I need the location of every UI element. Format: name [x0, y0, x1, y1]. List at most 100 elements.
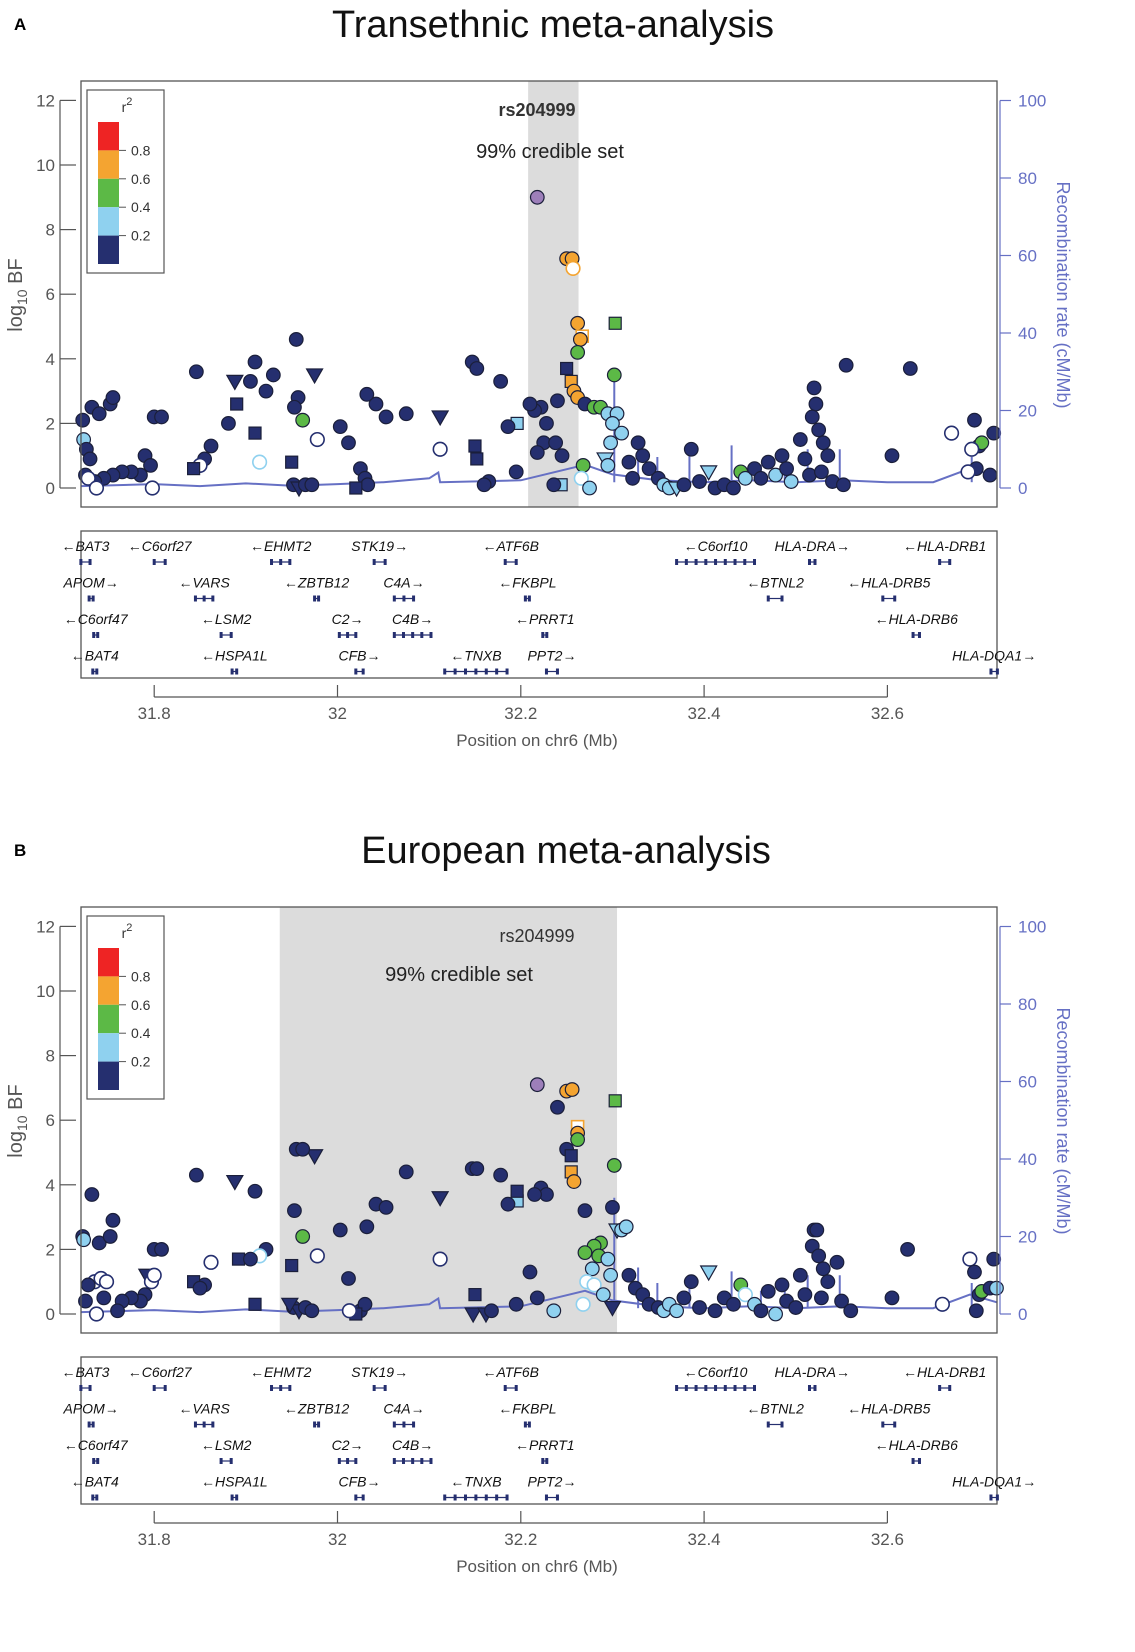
gene-label: ←C6orf10 — [684, 1364, 748, 1380]
snp-point — [614, 425, 630, 441]
gene-label: ←BTNL2 — [746, 1401, 804, 1417]
plot-frame — [80, 80, 998, 508]
gene-label: ←LSM2 — [201, 611, 252, 627]
gene-exon — [989, 668, 993, 675]
gene-name: VARS — [192, 575, 230, 591]
snp-point — [943, 425, 960, 441]
snp-point — [618, 1219, 634, 1235]
gene-label: ←FKBPL — [498, 575, 556, 591]
gene-name: HLA-DRB1 — [917, 538, 986, 554]
gene-exon — [288, 559, 292, 565]
gene-arrow-left: ← — [746, 1401, 760, 1417]
gene-exon — [541, 632, 545, 638]
gene-name: ZBTB12 — [297, 575, 350, 591]
snp-point — [582, 480, 597, 496]
gene-name: C2 — [332, 611, 350, 627]
snp-point — [570, 1132, 586, 1147]
gene-exon — [317, 595, 321, 602]
snp-point — [811, 1248, 827, 1264]
snp-point — [105, 1212, 121, 1228]
credible-set-label: 99% credible set — [385, 964, 533, 986]
snp-point — [783, 474, 799, 489]
gene-exon — [202, 1421, 206, 1428]
gene-exon — [354, 1494, 358, 1501]
snp-point — [564, 1082, 580, 1097]
snp-point — [251, 454, 268, 470]
gene-label: ←HLA-DRB1 — [903, 1364, 986, 1380]
gene-label: HLA-DRA→ — [775, 538, 850, 554]
y-tick-label: 0 — [46, 1305, 55, 1324]
legend-title: r2 — [122, 922, 133, 941]
legend-tick-label: 0.8 — [131, 142, 151, 158]
legend-tick-label: 0.6 — [131, 997, 151, 1013]
gene-exon — [230, 668, 234, 675]
gene-name: PPT2 — [527, 1474, 562, 1490]
y-tick-label: 8 — [46, 1047, 55, 1066]
panel-b: B European meta-analysis 0 2 4 6 8 10 12 log10 … — [0, 826, 1135, 1652]
gene-exon — [474, 668, 478, 675]
snp-point — [80, 1277, 96, 1293]
gene-arrow-left: ← — [847, 1401, 861, 1417]
snp-point — [508, 464, 524, 480]
snp-point — [838, 357, 854, 373]
lead-snp-label: rs204999 — [499, 926, 574, 946]
snp-point — [707, 1303, 723, 1319]
snp-point — [603, 435, 619, 451]
gene-label: ←EHMT2 — [250, 1364, 312, 1380]
snp-point — [105, 390, 121, 405]
gene-exon — [453, 1494, 457, 1501]
gene-exon — [484, 1494, 488, 1501]
gene-exon — [193, 595, 197, 602]
gene-exon — [219, 1458, 223, 1464]
legend-swatch — [98, 122, 119, 151]
snp-point-square — [248, 1297, 262, 1311]
snp-point — [527, 1187, 542, 1202]
snp-point — [82, 451, 98, 467]
snp-point — [683, 441, 699, 457]
snp-point — [625, 470, 641, 486]
snp-point — [621, 454, 637, 470]
snp-point — [573, 470, 589, 486]
gene-arrow-right: → — [394, 1364, 408, 1380]
snp-point — [75, 412, 91, 428]
legend-title: r2 — [122, 96, 133, 115]
snp-point — [606, 367, 622, 383]
gene-arrow-left: ← — [201, 648, 215, 664]
gene-exon — [219, 632, 223, 638]
gene-exon — [443, 668, 447, 675]
gene-arrow-right: → — [562, 648, 576, 664]
gene-exon — [372, 559, 376, 565]
snp-point-square — [231, 1252, 246, 1266]
snp-point — [493, 1167, 509, 1183]
legend-tick-label: 0.8 — [131, 968, 151, 984]
gene-exon — [88, 1385, 92, 1391]
gene-exon — [392, 1458, 396, 1464]
snp-point-triangle — [305, 1149, 324, 1165]
gene-exon — [766, 1421, 770, 1428]
y-tick-label: 10 — [36, 982, 55, 1001]
gene-exon — [235, 1494, 239, 1501]
gene-arrow-left: ← — [875, 611, 889, 627]
snp-point — [493, 374, 509, 389]
gene-exon — [211, 1421, 215, 1428]
snp-point — [341, 1303, 358, 1319]
snp-point — [621, 1267, 637, 1283]
gene-exon — [313, 1421, 317, 1428]
snp-point — [469, 1161, 485, 1177]
lead-snp-label: rs204999 — [498, 100, 575, 120]
gene-exon — [514, 1385, 518, 1391]
snp-point-triangle — [225, 1174, 244, 1191]
chart-title: Transethnic meta-analysis — [332, 4, 774, 46]
snp-point — [811, 422, 827, 438]
gene-exon — [743, 1385, 747, 1391]
snp-point — [815, 435, 831, 451]
snp-point-square — [510, 1184, 524, 1198]
snp-point — [522, 396, 538, 412]
gene-exon — [694, 1385, 698, 1391]
gene-label: C4B→ — [392, 1437, 433, 1453]
gene-arrow-left: ← — [847, 575, 861, 591]
right-tick-label: 20 — [1018, 1228, 1037, 1247]
snp-point — [265, 367, 281, 383]
snp-point — [774, 448, 790, 464]
x-tick-label: 32.4 — [688, 1530, 721, 1549]
